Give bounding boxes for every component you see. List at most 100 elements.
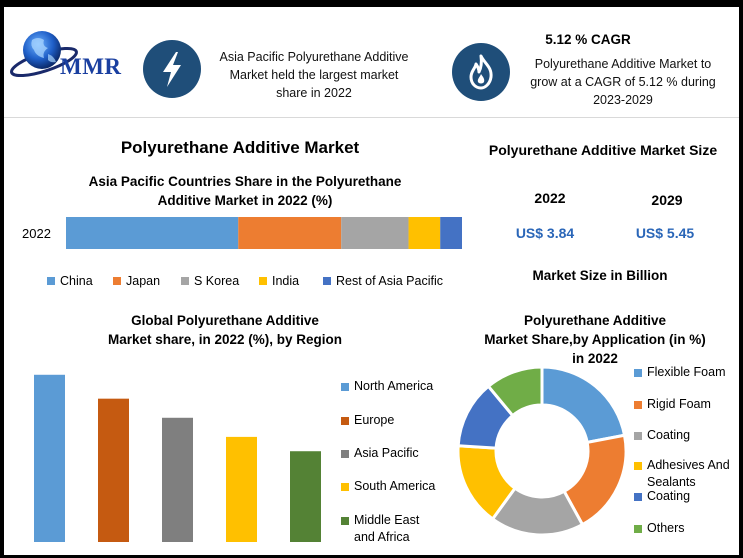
region-bar-south-america [226,436,257,542]
legend-s-korea: S Korea [181,274,239,288]
legend-label: Middle East and Africa [354,512,419,546]
lightning-icon [143,40,201,98]
frame-left-border [0,7,4,558]
stack-chart-title: Asia Pacific Countries Share in the Poly… [60,172,430,210]
legend-swatch [181,277,189,285]
region-bar-middle-east-and-africa [290,451,321,542]
stack-title-line: Additive Market in 2022 (%) [157,193,333,208]
legend-label: Japan [126,274,161,288]
frame-bottom-border [0,555,743,558]
legend-swatch [341,483,349,491]
pie-title-line: Polyurethane Additive [523,313,667,328]
legend-label: India [272,274,300,288]
legend-flexible-foam: Flexible Foam [634,364,726,381]
market-size-value-2022: US$ 3.84 [515,225,575,241]
donut-slice-6 [486,366,544,418]
legend-swatch [634,493,642,501]
header-divider [4,117,739,118]
legend-south-america: South America [341,478,435,495]
logo-text: MMR [60,54,122,79]
legend-others: Others [634,520,685,537]
legend-asia-pacific: Asia Pacific [341,445,419,462]
page-title: Polyurethane Additive Market [120,138,360,157]
legend-label-line: and Africa [354,530,410,544]
callout-left-line: Market held the largest market [229,68,399,82]
legend-label: Asia Pacific [354,446,419,460]
legend-swatch [634,462,642,470]
legend-swatch [634,401,642,409]
stack-title-line: Asia Pacific Countries Share in the Poly… [88,174,402,189]
market-size-year-2029: 2029 [651,192,683,208]
legend-label: Others [647,521,685,535]
callout-right: Polyurethane Additive Market to grow at … [518,55,728,109]
legend-middle-east-africa: Middle East and Africa [341,512,419,546]
legend-swatch [634,369,642,377]
stack-segment-rest-of-asia-pacific [440,217,462,249]
region-legend: North America Europe Asia Pacific South … [341,378,451,553]
stack-legend: China Japan S Korea India Rest of Asia P… [47,274,467,290]
callout-right-line: grow at a CAGR of 5.12 % during [530,75,716,89]
legend-swatch [341,450,349,458]
legend-swatch [634,432,642,440]
market-size-title: Polyurethane Additive Market Size [488,142,718,158]
frame-top-border [0,0,743,7]
legend-rigid-foam: Rigid Foam [634,396,711,413]
legend-swatch [341,417,349,425]
legend-swatch [259,277,267,285]
pie-chart-title: Polyurethane Additive Market Share,by Ap… [470,311,720,368]
region-bar-chart [34,374,321,542]
legend-label: Rest of Asia Pacific [336,274,443,288]
legend-label-line: Sealants [647,475,696,489]
pie-title-line: in 2022 [572,351,618,366]
stack-segment-china [66,217,239,249]
region-title-line: Global Polyurethane Additive [131,313,319,328]
legend-north-america: North America [341,378,433,395]
legend-swatch [47,277,55,285]
legend-label: Coating [647,489,691,503]
legend-label: Europe [354,413,395,427]
callout-right-line: 2023-2029 [593,93,653,107]
legend-label: Coating [647,428,691,442]
region-bar-europe [98,398,129,542]
legend-label-line: Adhesives And [647,458,730,472]
legend-swatch [634,525,642,533]
market-size-year-2022: 2022 [534,190,566,206]
legend-swatch [323,277,331,285]
legend-label: North America [354,379,434,393]
legend-china: China [47,274,93,288]
region-title-line: Market share, in 2022 (%), by Region [107,332,343,347]
legend-label: S Korea [194,274,240,288]
donut-slice-1 [540,366,627,445]
legend-europe: Europe [341,412,394,429]
callout-left-line: share in 2022 [276,86,352,100]
legend-adhesives-sealants: Adhesives And Sealants [634,457,730,491]
legend-label: Adhesives And Sealants [647,457,730,491]
stack-segment-india [408,217,441,249]
legend-coating-2: Coating [634,488,690,505]
market-size-value-2029: US$ 5.45 [635,225,695,241]
stack-segment-japan [238,217,342,249]
frame-right-border [739,7,743,558]
legend-label: Flexible Foam [647,365,726,379]
stack-category-label: 2022 [22,226,51,241]
legend-rest-of-asia: Rest of Asia Pacific [323,274,443,288]
callout-right-line: Polyurethane Additive Market to [534,57,712,71]
legend-japan: Japan [113,274,160,288]
flame-icon [452,43,510,101]
legend-label: China [60,274,93,288]
region-bar-north-america [34,374,65,542]
region-bar-asia-pacific [162,417,193,542]
legend-swatch [113,277,121,285]
legend-swatch [341,517,349,525]
stack-segment-s-korea [341,217,409,249]
application-donut-chart [456,366,628,536]
legend-label-line: Middle East [354,513,420,527]
legend-label: Rigid Foam [647,397,711,411]
mmr-logo: MMR [8,28,133,84]
market-size-unit: Market Size in Billion [532,268,668,283]
callout-left-line: Asia Pacific Polyurethane Additive [219,50,409,64]
region-chart-title: Global Polyurethane Additive Market shar… [90,311,360,349]
legend-label: South America [354,479,436,493]
stacked-bar-chart [66,217,462,249]
cagr-title: 5.12 % CAGR [545,32,631,47]
